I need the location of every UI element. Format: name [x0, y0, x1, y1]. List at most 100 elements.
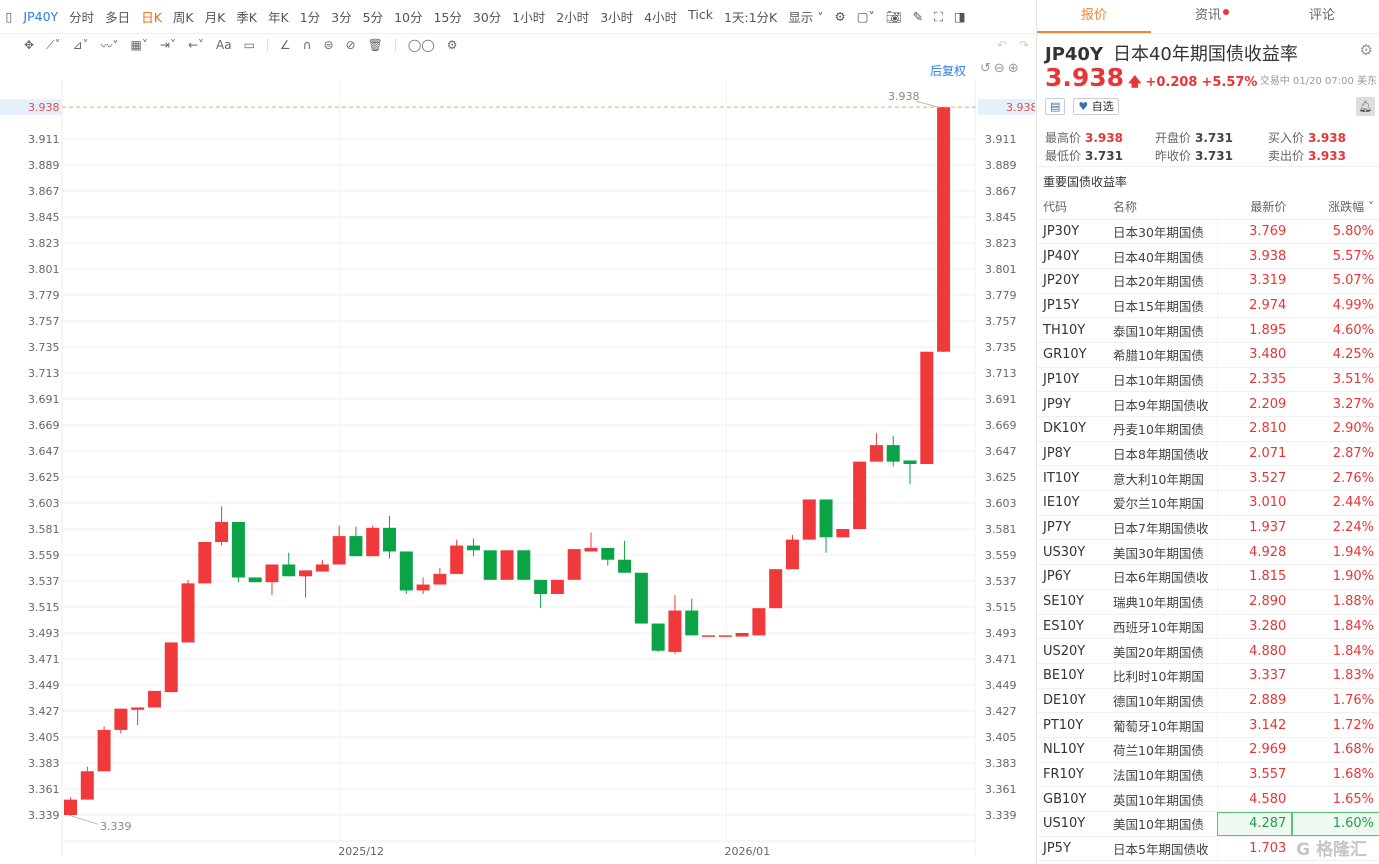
- pencil-icon[interactable]: ✎: [912, 9, 924, 24]
- wave-tool-icon[interactable]: 〰˅: [100, 38, 119, 53]
- sidebar-toggle-icon[interactable]: ▯: [5, 9, 13, 24]
- table-row[interactable]: IT10Y 意大利10年期国 3.527 2.76%: [1037, 465, 1379, 492]
- angle-icon[interactable]: ∠: [279, 38, 291, 52]
- measure-tool-icon[interactable]: ⇥˅: [159, 38, 176, 52]
- row-price: 3.319: [1217, 268, 1293, 294]
- table-row[interactable]: US20Y 美国20年期国债 4.880 1.84%: [1037, 638, 1379, 664]
- period-2[interactable]: 日K: [141, 10, 162, 25]
- text-tool-icon[interactable]: Aa: [216, 38, 232, 52]
- table-row[interactable]: GB10Y 英国10年期国债 4.580 1.65%: [1037, 786, 1379, 812]
- table-row[interactable]: JP6Y 日本6年期国债收 1.815 1.90%: [1037, 564, 1379, 590]
- candle: [231, 521, 245, 583]
- watermark-logo: G 格隆汇: [1296, 840, 1367, 860]
- period-14[interactable]: 2小时: [556, 10, 590, 25]
- zoom-in-icon[interactable]: ⊕: [1007, 61, 1022, 76]
- period-8[interactable]: 3分: [331, 10, 352, 25]
- period-9[interactable]: 5分: [362, 10, 384, 25]
- redo-icon[interactable]: ↷: [1018, 38, 1029, 52]
- row-price: 2.810: [1217, 416, 1293, 442]
- symbol-label[interactable]: JP40Y: [23, 9, 59, 24]
- table-row[interactable]: NL10Y 荷兰10年期国债 2.969 1.68%: [1037, 737, 1379, 763]
- candle: [198, 542, 212, 584]
- tab-quote[interactable]: 报价: [1037, 0, 1151, 33]
- note-button[interactable]: ▤: [1045, 98, 1066, 115]
- fib-tool-icon[interactable]: ▦˅: [130, 38, 148, 52]
- magnet-icon[interactable]: ∩: [302, 38, 312, 52]
- period-11[interactable]: 15分: [433, 10, 462, 25]
- y-tick-label: 3.471: [28, 653, 60, 666]
- table-row[interactable]: JP7Y 日本7年期国债收 1.937 2.24%: [1037, 515, 1379, 541]
- period-6[interactable]: 年K: [268, 10, 289, 25]
- y-tick-label: 3.515: [985, 601, 1017, 614]
- tab-news[interactable]: 资讯: [1151, 0, 1265, 33]
- eye-icon[interactable]: ⊜: [323, 38, 334, 52]
- col-price[interactable]: 最新价: [1217, 194, 1293, 220]
- reset-icon[interactable]: ↺: [980, 61, 994, 76]
- period-12[interactable]: 30分: [472, 10, 502, 25]
- period-7[interactable]: 1分: [299, 10, 321, 25]
- settings-icon[interactable]: ⚙: [1359, 41, 1373, 59]
- table-row[interactable]: JP5Y 日本5年期国债收 1.703: [1037, 836, 1379, 862]
- panel-toggle-icon[interactable]: ◨: [953, 9, 966, 24]
- table-row[interactable]: SE10Y 瑞典10年期国债 2.890 1.88%: [1037, 589, 1379, 615]
- undo-icon[interactable]: ↶: [996, 38, 1007, 52]
- trading-status: 交易中 01/20 07:00 美东: [1259, 76, 1377, 87]
- fullscreen-icon[interactable]: ⛶: [934, 8, 943, 24]
- settings-icon[interactable]: ⚙: [834, 9, 846, 24]
- zoom-out-icon[interactable]: ⊖: [993, 61, 1008, 76]
- period-17[interactable]: Tick: [688, 7, 713, 22]
- period-3[interactable]: 周K: [172, 10, 194, 25]
- restore-adjust-button[interactable]: 后复权: [930, 64, 967, 78]
- table-row[interactable]: JP15Y 日本15年期国债 2.974 4.99%: [1037, 293, 1379, 319]
- row-code: JP5Y: [1037, 836, 1107, 862]
- table-row[interactable]: DE10Y 德国10年期国债 2.889 1.76%: [1037, 688, 1379, 714]
- table-row[interactable]: US10Y 美国10年期国债 4.287 1.60%: [1037, 811, 1379, 837]
- period-16[interactable]: 4小时: [644, 10, 678, 25]
- line-tool-icon[interactable]: ⟋˅: [46, 37, 61, 52]
- table-row[interactable]: US30Y 美国30年期国债 4.928 1.94%: [1037, 539, 1379, 566]
- display-menu[interactable]: 显示 ˅: [788, 10, 824, 25]
- bell-icon[interactable]: 🔔︎: [1356, 97, 1375, 116]
- table-row[interactable]: TH10Y 泰国10年期国债 1.895 4.60%: [1037, 317, 1379, 343]
- table-row[interactable]: JP8Y 日本8年期国债收 2.071 2.87%: [1037, 441, 1379, 467]
- candle: [869, 433, 883, 462]
- table-row[interactable]: JP10Y 日本10年期国债 2.335 3.51%: [1037, 367, 1379, 393]
- candle: [399, 551, 413, 595]
- camera-icon[interactable]: 📷︎: [885, 8, 902, 24]
- table-row[interactable]: JP30Y 日本30年期国债 3.769 5.80%: [1037, 219, 1379, 245]
- settings-icon[interactable]: ⚙: [446, 38, 458, 52]
- compare-icon[interactable]: ◯◯: [407, 38, 435, 52]
- table-row[interactable]: JP9Y 日本9年期国债收 2.209 3.27%: [1037, 391, 1379, 417]
- move-icon[interactable]: ✥: [24, 38, 35, 52]
- period-1[interactable]: 多日: [105, 10, 131, 25]
- watchlist-button[interactable]: ♥ 自选: [1073, 98, 1119, 115]
- table-row[interactable]: PT10Y 葡萄牙10年期国 3.142 1.72%: [1037, 712, 1379, 738]
- table-row[interactable]: IE10Y 爱尔兰10年期国 3.010 2.44%: [1037, 490, 1379, 516]
- table-row[interactable]: BE10Y 比利时10年期国 3.337 1.83%: [1037, 663, 1379, 689]
- comment-icon[interactable]: ▭: [243, 38, 255, 52]
- row-code: IE10Y: [1037, 490, 1107, 516]
- low-value: 3.731: [1085, 149, 1123, 163]
- trash-icon[interactable]: 🗑︎: [367, 38, 383, 52]
- table-row[interactable]: JP20Y 日本20年期国债 3.319 5.07%: [1037, 268, 1379, 294]
- period-0[interactable]: 分时: [69, 10, 95, 25]
- polyline-tool-icon[interactable]: ⊿˅: [72, 38, 89, 52]
- period-18[interactable]: 1天:1分K: [723, 10, 778, 25]
- arrow-tool-icon[interactable]: ←˅: [187, 38, 205, 52]
- table-row[interactable]: JP40Y 日本40年期国债 3.938 5.57%: [1037, 243, 1379, 269]
- col-change-pct[interactable]: 涨跌幅 ˅: [1292, 194, 1379, 220]
- candlestick-chart[interactable]: 3.339 3.339 3.361 3.361 3.383 3.383 3.405 3.405…: [0, 56, 1035, 864]
- table-row[interactable]: DK10Y 丹麦10年期国债 2.810 2.90%: [1037, 416, 1379, 442]
- tab-comments[interactable]: 评论: [1308, 8, 1335, 23]
- period-5[interactable]: 季K: [236, 10, 257, 25]
- period-10[interactable]: 10分: [394, 10, 423, 25]
- table-row[interactable]: ES10Y 西班牙10年期国 3.280 1.84%: [1037, 614, 1379, 640]
- period-4[interactable]: 月K: [204, 10, 226, 25]
- table-row[interactable]: FR10Y 法国10年期国债 3.557 1.68%: [1037, 762, 1379, 788]
- period-15[interactable]: 3小时: [600, 10, 634, 25]
- table-row[interactable]: GR10Y 希腊10年期国债 3.480 4.25%: [1037, 342, 1379, 368]
- period-13[interactable]: 1小时: [512, 10, 546, 25]
- candle: [601, 547, 615, 566]
- layout-icon[interactable]: ▢˅: [856, 9, 875, 24]
- hide-icon[interactable]: ⊘: [345, 38, 356, 52]
